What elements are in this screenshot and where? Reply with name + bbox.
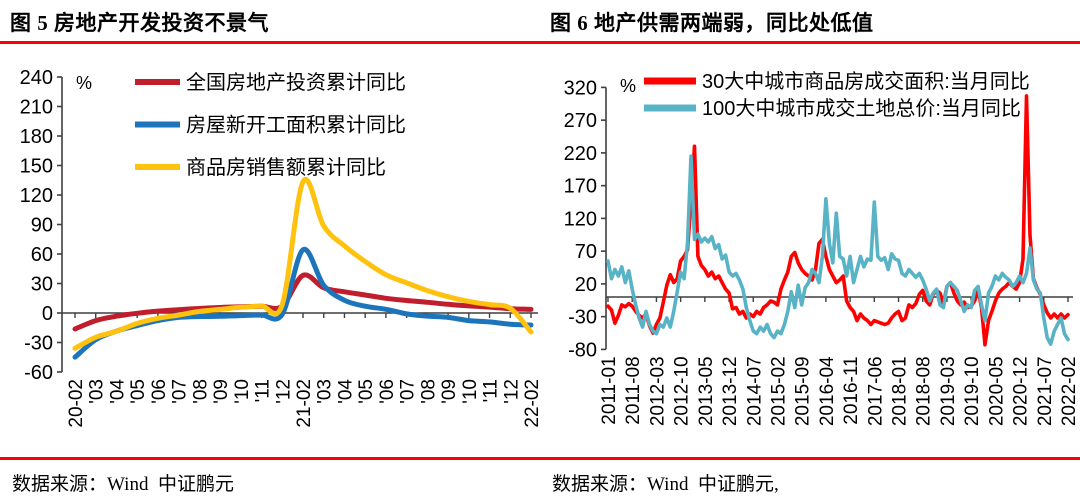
x-tick-label: '10	[460, 379, 481, 404]
y-tick-label: 120	[20, 185, 53, 207]
x-tick-label: '04	[336, 379, 357, 404]
series-line-1	[606, 154, 1070, 346]
x-tick-label: 2019-03	[938, 356, 959, 426]
legend-label-2: 商品房销售额累计同比	[186, 156, 386, 179]
x-tick-label: '08	[190, 379, 211, 404]
x-tick-label: '07	[398, 379, 419, 404]
x-tick-label: '11	[481, 379, 502, 402]
figure6-header: 图 6 地产供需两端弱，同比处低值	[540, 0, 1080, 44]
figure6-title: 图 6 地产供需两端弱，同比处低值	[550, 11, 874, 35]
y-tick-label: 30	[31, 274, 53, 296]
x-tick-label: 2015-09	[793, 356, 814, 426]
y-tick-label: 220	[564, 143, 597, 165]
x-tick-label: 2018-08	[914, 356, 935, 426]
y-tick-label: 320	[564, 77, 597, 99]
x-tick-label: 2012-10	[672, 356, 693, 426]
x-tick-label: '12	[273, 379, 294, 404]
legend-label-0: 全国房地产投资累计同比	[186, 71, 406, 94]
legend-label-1: 100大中城市成交土地总价:当月同比	[702, 97, 1021, 120]
y-tick-label: 90	[31, 215, 53, 237]
series-line-2	[72, 177, 534, 351]
x-tick-label: 2018-01	[890, 356, 911, 426]
x-tick-label: '06	[377, 379, 398, 404]
x-tick-label: 22-02	[522, 379, 540, 428]
figure6-footer: 数据来源：Wind 中证鹏元,	[540, 457, 1080, 497]
y-tick-label: 70	[575, 241, 597, 263]
x-tick-label: '07	[170, 379, 191, 404]
y-tick-label: 240	[20, 67, 53, 89]
series-line-0	[72, 272, 534, 332]
x-tick-label: '08	[418, 379, 439, 404]
x-tick-label: '04	[108, 379, 129, 404]
x-tick-label: 20-02	[66, 379, 87, 428]
x-tick-label: 2016-11	[841, 356, 862, 424]
y-tick-label: 0	[42, 303, 53, 325]
x-tick-label: 2021-07	[1035, 356, 1056, 426]
unit-label: %	[76, 73, 92, 93]
x-tick-label: '05	[356, 379, 377, 404]
x-tick-label: '09	[211, 379, 232, 404]
x-tick-label: '03	[315, 379, 336, 404]
x-tick-label: '09	[439, 379, 460, 404]
figure5-source: 数据来源：Wind 中证鹏元	[12, 474, 234, 495]
y-tick-label: 170	[564, 176, 597, 198]
x-tick-label: 2015-02	[769, 356, 790, 426]
y-tick-label: -60	[24, 362, 53, 384]
legend-label-1: 房屋新开工面积累计同比	[186, 114, 406, 137]
x-tick-label: 2020-12	[1011, 356, 1032, 426]
y-tick-label: 150	[20, 156, 53, 178]
x-tick-label: '12	[501, 379, 522, 404]
x-tick-label: '11	[253, 379, 274, 402]
unit-label: %	[620, 76, 636, 96]
x-tick-label: 2022-02	[1059, 356, 1080, 426]
legend-label-0: 30大中城市商品房成交面积:当月同比	[702, 70, 1030, 93]
figure6-source: 数据来源：Wind 中证鹏元,	[552, 474, 779, 495]
y-tick-label: 60	[31, 244, 53, 266]
x-tick-label: 2012-03	[647, 356, 668, 426]
y-tick-label: -30	[24, 332, 53, 354]
x-tick-label: '05	[128, 379, 149, 404]
x-tick-label: 2017-06	[865, 356, 886, 426]
x-tick-label: 21-02	[294, 379, 315, 428]
x-tick-label: 2019-10	[962, 356, 983, 426]
y-tick-label: -30	[568, 307, 597, 329]
x-tick-label: '10	[232, 379, 253, 404]
y-tick-label: -80	[568, 339, 597, 361]
x-tick-label: '06	[149, 379, 170, 404]
figure5-header: 图 5 房地产开发投资不景气	[0, 0, 540, 44]
figure5-panel: 图 5 房地产开发投资不景气 240 210 180 150 120 90 60 30 0 -30…	[0, 0, 540, 497]
x-tick-label: 2020-05	[986, 356, 1007, 426]
figure6-panel: 图 6 地产供需两端弱，同比处低值 320 270 220 170 120 70 20 -30…	[540, 0, 1080, 497]
y-tick-label: 120	[564, 208, 597, 230]
x-tick-label: 2011-08	[623, 356, 644, 424]
y-tick-label: 210	[20, 97, 53, 119]
x-tick-label: 2013-12	[720, 356, 741, 426]
figure5-footer: 数据来源：Wind 中证鹏元	[0, 457, 540, 497]
x-tick-label: '03	[87, 379, 108, 404]
y-tick-label: 180	[20, 126, 53, 148]
y-tick-label: 20	[575, 274, 597, 296]
x-tick-label: 2016-04	[817, 356, 838, 426]
x-tick-label: 2013-05	[696, 356, 717, 426]
figure5-title: 图 5 房地产开发投资不景气	[10, 11, 269, 35]
x-tick-label: 2014-07	[744, 356, 765, 426]
x-tick-label: 2011-01	[599, 356, 620, 424]
y-tick-label: 270	[564, 110, 597, 132]
